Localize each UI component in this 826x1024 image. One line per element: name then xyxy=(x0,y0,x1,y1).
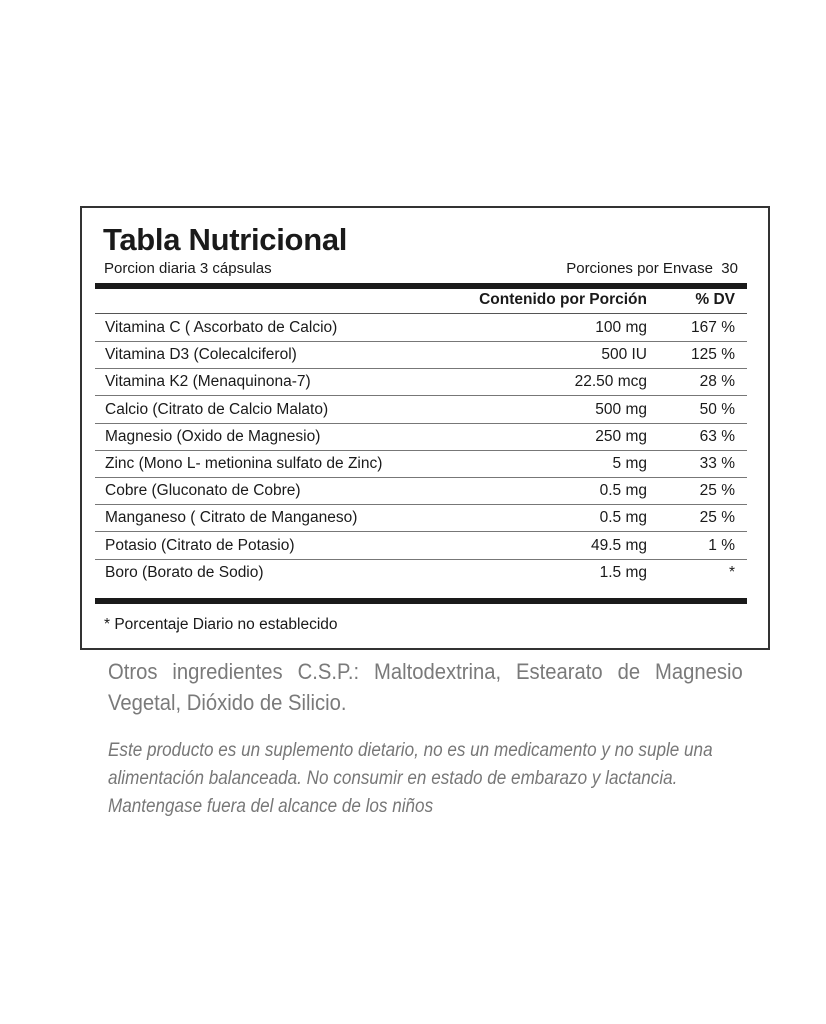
nutrient-amount: 500 IU xyxy=(601,346,647,364)
nutrient-amount: 0.5 mg xyxy=(599,482,647,500)
nutrient-name: Potasio (Citrato de Potasio) xyxy=(105,536,295,554)
thick-divider xyxy=(95,283,747,289)
nutrient-row: Calcio (Citrato de Calcio Malato) 500 mg 5… xyxy=(95,397,747,424)
header-row: Contenido por Porción % DV xyxy=(95,287,747,314)
other-ingredients: Otros ingredientes C.S.P.: Maltodextrina… xyxy=(108,659,743,715)
nutrient-amount: 100 mg xyxy=(595,319,647,336)
nutrient-dv: 50 % xyxy=(699,400,735,418)
nutrient-row: Vitamina K2 (Menaquinona-7) 22.50 mcg 28 % xyxy=(95,369,747,397)
footnote: * Porcentaje Diario no establecido xyxy=(104,616,338,633)
nutrient-name: Calcio (Citrato de Calcio Malato) xyxy=(105,400,329,418)
nutrient-row: Vitamina C ( Ascorbato de Calcio) 100 mg 1… xyxy=(95,315,747,342)
nutrient-dv: 25 % xyxy=(699,509,735,527)
nutrient-amount: 1.5 mg xyxy=(599,563,647,581)
nutrient-name: Boro (Borato de Sodio) xyxy=(105,563,264,581)
nutrient-name: Vitamina D3 (Colecalciferol) xyxy=(105,346,297,364)
nutrient-dv: 1 % xyxy=(708,536,735,554)
nutrient-row: Cobre (Gluconato de Cobre) 0.5 mg 25 % xyxy=(95,478,747,506)
warning-text: Este producto es un suplemento dietario,… xyxy=(108,740,713,817)
nutrient-row: Vitamina D3 (Colecalciferol) 500 IU 125 % xyxy=(95,342,747,370)
nutrient-row: Boro (Borato de Sodio) 1.5 mg * xyxy=(95,560,747,587)
nutrient-name: Manganeso ( Citrato de Manganeso) xyxy=(105,509,358,527)
nutrient-row: Manganeso ( Citrato de Manganeso) 0.5 mg 2… xyxy=(95,505,747,533)
nutrient-row: Zinc (Mono L- metionina sulfato de Zinc)… xyxy=(95,451,747,478)
nutrient-amount: 500 mg xyxy=(595,400,647,418)
nutrient-name: Vitamina C ( Ascorbato de Calcio) xyxy=(105,319,338,336)
nutrient-dv: * xyxy=(728,563,735,581)
nutrient-name: Vitamina K2 (Menaquinona-7) xyxy=(105,373,311,391)
nutrient-dv: 63 % xyxy=(699,427,735,445)
nutrient-amount: 49.5 mg xyxy=(590,536,647,554)
serving-size: Porcion diaria 3 cápsulas xyxy=(104,260,272,277)
nutrition-table: Tabla Nutricional Porcion diaria 3 cápsu… xyxy=(80,206,770,650)
nutrient-amount: 5 mg xyxy=(612,455,647,472)
nutrient-dv: 167 % xyxy=(691,319,735,336)
nutrient-name: Zinc (Mono L- metionina sulfato de Zinc) xyxy=(105,455,383,472)
nutrient-name: Magnesio (Oxido de Magnesio) xyxy=(105,427,321,445)
nutrient-row: Magnesio (Oxido de Magnesio) 250 mg 63 % xyxy=(95,424,747,451)
nutrient-dv: 33 % xyxy=(699,455,735,472)
nutrient-amount: 22.50 mcg xyxy=(574,373,647,391)
nutrient-amount: 250 mg xyxy=(595,427,647,445)
nutrient-name: Cobre (Gluconato de Cobre) xyxy=(105,482,301,500)
servings-per-container: Porciones por Envase 30 xyxy=(566,260,738,277)
nutrient-amount: 0.5 mg xyxy=(599,509,647,527)
table-title: Tabla Nutricional xyxy=(103,222,348,257)
nutrient-row: Potasio (Citrato de Potasio) 49.5 mg 1 % xyxy=(95,533,747,560)
dv-header: % DV xyxy=(695,291,735,308)
nutrient-dv: 25 % xyxy=(699,482,735,500)
amount-header: Contenido por Porción xyxy=(479,291,647,308)
nutrient-dv: 28 % xyxy=(699,373,735,391)
nutrient-dv: 125 % xyxy=(691,346,735,364)
thick-divider xyxy=(95,598,747,604)
